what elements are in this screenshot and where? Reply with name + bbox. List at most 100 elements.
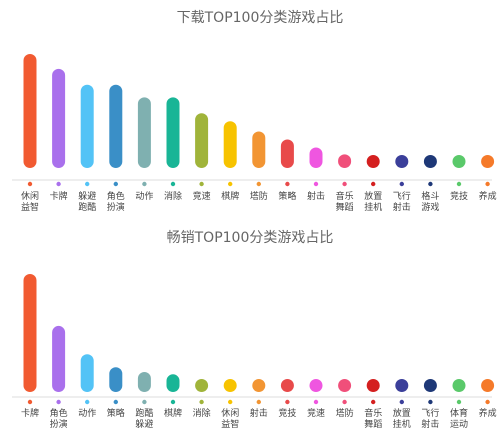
bar-bestsellers-8 [252,379,266,392]
category-dot-downloads-1 [56,181,61,187]
tick-label-downloads-7-0: 棋牌 [221,190,239,202]
tick-label-downloads-6-0: 竞速 [193,190,211,202]
category-dot-bestsellers-7 [228,399,233,405]
tick-label-bestsellers-7-1: 益智 [221,418,239,430]
tick-label-downloads-5-0: 消除 [164,190,182,202]
category-dot-bestsellers-1 [56,399,61,405]
tick-label-bestsellers-4-0: 跑酷 [135,407,153,419]
bar-downloads-11 [338,154,352,168]
chart-title-downloads: 下载TOP100分类游戏占比 [177,10,344,26]
bar-bestsellers-3 [109,367,123,392]
bar-bestsellers-15 [452,379,466,392]
category-dot-bestsellers-3 [113,399,119,405]
category-dot-downloads-6 [199,181,204,187]
chart-title-bestsellers: 畅销TOP100分类游戏占比 [167,230,334,246]
bar-downloads-16 [481,155,495,168]
bar-downloads-7 [223,121,237,168]
bar-downloads-1 [52,68,66,168]
bar-downloads-0 [23,54,37,168]
tick-label-downloads-1-0: 卡牌 [50,190,68,202]
category-dot-downloads-10 [313,181,319,187]
category-dot-downloads-7 [228,181,233,187]
bar-downloads-2 [80,84,94,168]
bar-downloads-13 [395,155,409,168]
tick-label-downloads-11-0: 音乐 [336,190,354,202]
tick-label-downloads-9-0: 策略 [278,190,296,202]
tick-label-bestsellers-9-0: 竞技 [278,407,296,419]
category-dot-downloads-11 [342,181,347,187]
category-dot-downloads-15 [456,181,462,187]
tick-label-downloads-14-1: 游戏 [421,201,439,213]
bar-downloads-4 [137,97,151,168]
category-dot-downloads-5 [170,181,176,187]
tick-label-downloads-11-1: 舞蹈 [336,202,354,213]
bar-bestsellers-10 [309,379,323,392]
tick-label-bestsellers-7-0: 休闲 [221,407,239,419]
tick-label-downloads-8-0: 塔防 [250,190,268,202]
category-dot-bestsellers-15 [456,399,462,405]
category-dot-bestsellers-8 [256,399,261,405]
bar-downloads-5 [166,97,180,168]
tick-label-downloads-10-0: 射击 [307,190,325,202]
tick-label-downloads-13-1: 射击 [393,201,411,213]
tick-label-bestsellers-0-0: 卡牌 [21,407,39,419]
category-dot-downloads-0 [27,181,33,187]
bar-bestsellers-6 [195,379,209,392]
bar-bestsellers-13 [395,379,409,392]
tick-label-bestsellers-15-1: 运动 [450,419,468,430]
bar-downloads-15 [452,155,466,168]
category-dot-bestsellers-2 [85,399,90,405]
tick-label-bestsellers-11-0: 塔防 [336,407,354,419]
category-dot-downloads-3 [113,181,119,187]
tick-label-bestsellers-2-0: 动作 [78,407,96,419]
bar-bestsellers-12 [366,379,380,392]
tick-label-downloads-3-0: 角色 [107,190,125,202]
category-dot-bestsellers-0 [27,399,33,405]
tick-label-downloads-12-1: 挂机 [364,201,382,213]
tick-label-bestsellers-13-0: 放置 [393,407,411,419]
category-dot-bestsellers-4 [142,399,147,405]
tick-label-bestsellers-4-1: 躲避 [135,418,153,430]
category-dot-downloads-8 [256,181,261,187]
tick-label-downloads-2-1: 跑酷 [78,201,96,213]
category-dot-bestsellers-11 [342,399,347,405]
bar-downloads-3 [109,84,123,168]
category-dot-bestsellers-5 [170,399,176,405]
bar-downloads-14 [423,155,437,168]
tick-label-bestsellers-13-1: 挂机 [393,418,411,430]
bar-bestsellers-5 [166,374,180,392]
tick-label-bestsellers-5-0: 棋牌 [164,407,182,419]
bar-downloads-6 [195,113,209,168]
tick-label-bestsellers-12-1: 舞蹈 [364,419,382,430]
category-dot-downloads-9 [285,181,290,187]
category-dot-downloads-14 [428,181,433,187]
bar-bestsellers-1 [52,325,66,392]
tick-label-downloads-4-0: 动作 [135,190,153,202]
tick-label-bestsellers-14-1: 射击 [421,418,439,430]
tick-label-bestsellers-15-0: 体育 [450,407,468,419]
bar-bestsellers-4 [137,371,151,392]
tick-label-downloads-2-0: 躲避 [78,190,96,202]
bar-downloads-8 [252,131,266,168]
tick-label-downloads-12-0: 放置 [364,190,382,202]
tick-label-bestsellers-12-0: 音乐 [364,407,382,419]
bar-downloads-10 [309,147,323,168]
tick-label-bestsellers-14-0: 飞行 [421,407,439,419]
tick-label-downloads-3-1: 扮演 [107,201,125,213]
category-dot-downloads-16 [485,181,490,187]
category-dot-bestsellers-6 [199,399,204,405]
category-dot-bestsellers-10 [313,399,319,405]
tick-label-downloads-15-0: 竞技 [450,190,468,202]
bar-bestsellers-16 [481,379,495,392]
tick-label-downloads-0-1: 益智 [21,201,39,213]
tick-label-bestsellers-1-1: 扮演 [50,418,68,430]
tick-label-downloads-13-0: 飞行 [393,190,411,202]
tick-label-bestsellers-16-0: 养成 [479,407,497,419]
category-dot-bestsellers-9 [285,399,290,405]
tick-label-downloads-0-0: 休闲 [21,190,39,202]
bar-bestsellers-11 [338,379,352,392]
tick-label-bestsellers-3-0: 策略 [107,407,125,419]
category-dot-bestsellers-16 [485,399,490,405]
tick-label-bestsellers-10-0: 竞速 [307,407,325,419]
